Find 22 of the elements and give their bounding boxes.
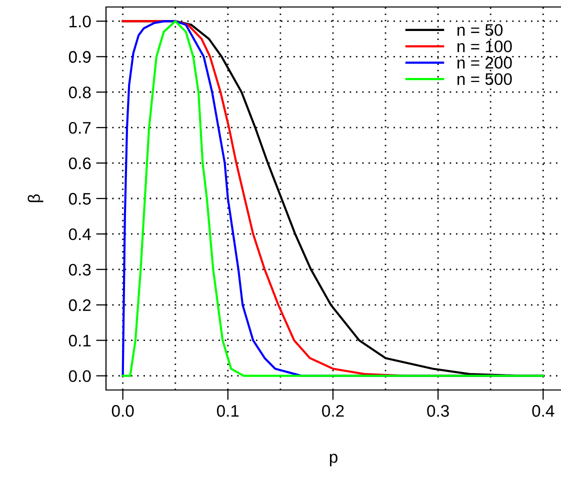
x-tick-label: 0.0 [112, 405, 134, 417]
y-axis-title: β [28, 194, 44, 202]
x-tick-label: 0.2 [322, 405, 344, 417]
legend-label: n = 200 [458, 56, 512, 69]
y-tick-label: 0.5 [68, 192, 91, 205]
y-tick-label: 0.9 [68, 51, 91, 63]
x-tick-label: 0.3 [427, 405, 449, 417]
legend-label: n = 100 [458, 40, 512, 52]
y-tick-label: 0.4 [68, 228, 91, 240]
legend-label: n = 500 [458, 73, 512, 86]
y-tick-label: 0.8 [68, 86, 91, 98]
y-tick-label: 0.7 [68, 122, 91, 134]
x-axis-title: p [330, 454, 338, 466]
x-tick-label: 0.4 [532, 405, 554, 417]
x-tick-label: 0.1 [216, 405, 239, 417]
y-tick-label: 0.3 [68, 264, 91, 276]
y-tick-label: 0.6 [68, 157, 91, 170]
legend-label: n = 50 [458, 24, 503, 36]
y-tick-label: 0.1 [68, 334, 91, 347]
y-tick-label: 0.0 [68, 370, 91, 382]
y-tick-label: 1.0 [70, 16, 91, 28]
y-tick-label: 0.2 [68, 299, 91, 312]
